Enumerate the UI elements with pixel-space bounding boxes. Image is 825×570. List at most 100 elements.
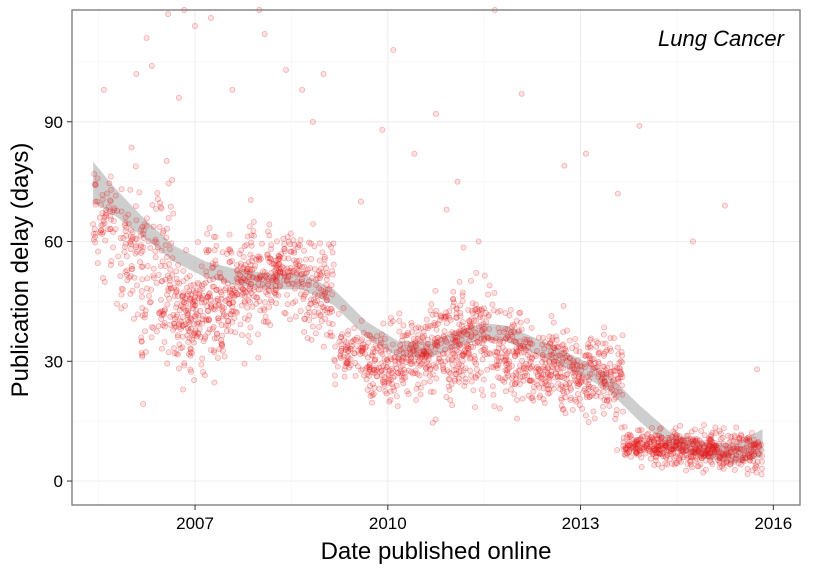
data-point <box>309 118 316 125</box>
data-point <box>158 345 165 352</box>
data-point <box>241 360 248 367</box>
data-point <box>408 360 415 367</box>
data-point <box>395 358 402 365</box>
data-point <box>159 229 166 236</box>
data-point <box>526 348 533 355</box>
data-point <box>455 349 462 355</box>
data-point <box>263 274 270 281</box>
data-point <box>618 349 625 355</box>
data-point <box>384 356 391 363</box>
data-point <box>192 294 199 300</box>
data-point <box>404 388 411 395</box>
data-point <box>178 318 185 325</box>
data-point <box>430 361 437 368</box>
data-point <box>711 439 718 446</box>
data-point <box>138 338 145 345</box>
data-point <box>453 310 460 317</box>
data-point <box>611 368 618 375</box>
data-point <box>456 378 463 385</box>
data-point <box>447 331 453 338</box>
data-point <box>456 321 463 328</box>
data-point <box>249 266 256 273</box>
data-point <box>460 244 467 251</box>
data-point <box>459 352 466 359</box>
data-point <box>311 308 318 315</box>
data-point <box>229 303 236 310</box>
data-point <box>725 432 731 439</box>
data-point <box>239 332 245 339</box>
data-point <box>441 328 448 335</box>
data-point <box>497 307 504 314</box>
data-point <box>457 302 464 309</box>
data-point <box>548 312 555 319</box>
data-point <box>442 358 449 365</box>
data-point <box>258 274 264 281</box>
data-point <box>614 190 621 197</box>
data-point <box>322 315 329 322</box>
data-point <box>480 320 487 327</box>
data-point <box>388 356 395 363</box>
data-point <box>270 273 277 280</box>
data-point <box>107 197 114 204</box>
data-point <box>188 295 195 302</box>
data-point <box>154 190 161 196</box>
data-point <box>399 354 406 361</box>
data-point <box>324 309 330 316</box>
data-point <box>583 389 590 396</box>
data-point <box>441 335 448 342</box>
data-point <box>380 376 387 383</box>
data-point <box>452 339 459 346</box>
data-point <box>292 285 298 292</box>
data-point <box>421 332 428 339</box>
data-point <box>117 273 124 280</box>
data-point <box>272 283 279 289</box>
data-point <box>107 173 114 180</box>
data-point <box>550 358 557 365</box>
data-point <box>474 339 481 345</box>
data-point <box>504 366 511 373</box>
data-point <box>326 320 333 327</box>
data-point <box>158 312 165 319</box>
data-point <box>331 372 338 379</box>
data-point <box>122 228 129 234</box>
data-point <box>422 370 429 377</box>
data-point <box>137 259 143 266</box>
data-point <box>154 244 161 251</box>
data-point <box>221 287 228 294</box>
data-point <box>101 220 108 227</box>
data-point <box>560 365 567 372</box>
data-point <box>412 342 419 349</box>
data-point <box>443 337 449 344</box>
data-point <box>211 335 218 342</box>
data-point <box>290 300 296 307</box>
data-point <box>148 62 155 69</box>
data-point <box>152 236 159 243</box>
data-point <box>388 370 395 377</box>
data-point <box>291 257 297 264</box>
data-point <box>507 386 514 393</box>
data-point <box>758 458 765 465</box>
data-point <box>408 369 415 375</box>
data-point <box>218 295 225 302</box>
data-point <box>205 317 212 324</box>
data-point <box>436 355 442 362</box>
data-point <box>196 293 203 300</box>
data-point <box>188 315 195 322</box>
data-point <box>195 312 202 319</box>
data-point <box>123 253 130 260</box>
data-point <box>452 338 459 344</box>
data-point <box>118 291 125 298</box>
data-point <box>410 370 417 377</box>
data-point <box>281 245 288 252</box>
data-point <box>162 306 169 313</box>
data-point <box>246 299 253 306</box>
data-point <box>457 368 464 374</box>
data-point <box>290 237 297 244</box>
data-point <box>132 250 139 257</box>
data-point <box>480 392 486 399</box>
data-point <box>90 221 97 228</box>
data-point <box>190 339 197 346</box>
data-point <box>123 232 130 239</box>
data-point <box>245 259 252 266</box>
data-point <box>158 278 165 285</box>
